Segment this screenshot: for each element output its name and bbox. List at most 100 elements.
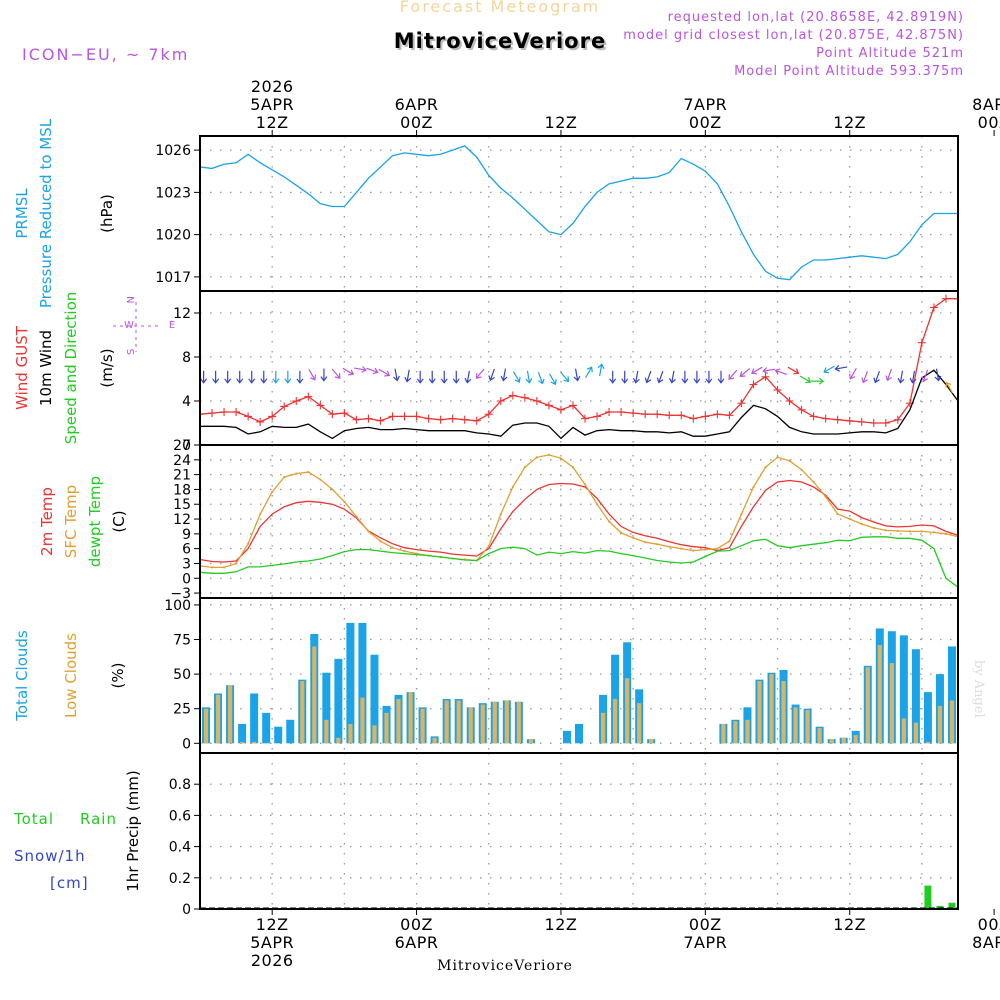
wind-ytick-label: 12 — [173, 306, 191, 322]
gust-marker — [280, 402, 289, 411]
gust-marker — [713, 410, 722, 419]
temp-ytick-label: −3 — [170, 586, 191, 602]
footer-station: MitroviceVeriore — [437, 958, 573, 974]
gust-marker — [749, 380, 758, 389]
sfc-temp-marker — [620, 531, 623, 534]
wind-arrow-head — [751, 368, 757, 375]
top-time-label: 12Z — [833, 113, 866, 132]
wind-arrow-head — [310, 374, 317, 381]
gust-marker — [917, 338, 926, 347]
wind-arrow-shaft — [560, 371, 569, 382]
wind-arrow — [260, 370, 268, 384]
clouds-bar-low-clouds — [456, 700, 461, 744]
wind-arrow-head — [200, 378, 208, 384]
pressure-axis-label: (hPa) — [98, 194, 116, 233]
clouds-bar-low-clouds — [805, 710, 810, 744]
clouds-bar-total-clouds — [947, 646, 956, 744]
wind-arrow-head — [563, 376, 570, 383]
wind-arrow — [728, 369, 738, 380]
wind-arrow-head — [693, 378, 701, 384]
sfc-temp-marker — [788, 459, 791, 462]
wind-arrow-shaft — [775, 369, 787, 376]
wind-arrow-head — [818, 377, 825, 385]
sfc-temp-marker — [523, 466, 526, 469]
gust-marker — [833, 415, 842, 424]
gust-marker — [412, 412, 421, 421]
wind-arrow-head — [212, 378, 220, 384]
model-altitude: Model Point Altitude 593.375m — [734, 64, 964, 79]
sfc-temp-marker — [259, 512, 262, 516]
gust-marker — [893, 415, 902, 424]
wind-arrow-shaft — [763, 368, 776, 372]
wind-arrow-head — [500, 375, 508, 382]
clouds-bar-low-clouds — [336, 737, 341, 744]
wind-arrow — [525, 370, 533, 384]
temp-grid — [200, 444, 958, 598]
clouds-bar-low-clouds — [817, 728, 822, 744]
sfc-temp-marker — [535, 456, 538, 459]
wind-arrow-head — [668, 377, 676, 384]
wind-arrow — [717, 370, 725, 384]
temp-ytick-label: 18 — [173, 482, 191, 498]
sfc-temp-marker — [800, 468, 803, 471]
precip-bar-total — [924, 885, 932, 909]
sfc-temp-marker — [583, 483, 587, 486]
wind-arrow-shaft — [599, 364, 603, 377]
precip-legend-snow-1h: Snow/1h — [14, 847, 86, 865]
pressure-ytick-label: 1020 — [155, 228, 191, 244]
clouds-bar-total-clouds — [899, 635, 908, 744]
wind-arrow-shaft — [394, 368, 398, 381]
temp-ytick-label: 0 — [182, 571, 191, 587]
clouds-bar-low-clouds — [649, 739, 654, 744]
wind-arrow-head — [284, 378, 292, 384]
temp-ytick-label: 9 — [182, 527, 191, 543]
sfc-temp-marker — [656, 543, 659, 546]
wind-arrow — [861, 370, 868, 384]
gust-marker — [785, 397, 794, 405]
clouds-bar-low-clouds — [913, 722, 918, 744]
wind-arrow-head — [885, 375, 892, 382]
wind-arrow-head — [236, 378, 244, 384]
sfc-temp-marker — [307, 471, 310, 474]
sfc-temp-marker — [680, 547, 683, 550]
sfc-temp-marker — [511, 485, 514, 489]
clouds-bar-low-clouds — [348, 723, 353, 744]
clouds-bar-low-clouds — [384, 712, 389, 744]
gust-marker — [641, 410, 650, 419]
wind-axis-label: 10m Wind — [37, 330, 55, 406]
gust-marker — [701, 412, 710, 421]
wind-arrow — [331, 368, 341, 379]
sfc-temp-marker — [824, 495, 827, 498]
wind-arrow — [236, 370, 244, 384]
wind-arrow-head — [525, 377, 533, 384]
bottom-time-label: 12Z — [833, 915, 866, 934]
gust-marker — [737, 399, 746, 408]
sfc-temp-marker — [487, 545, 490, 548]
bottom-time-label: 8APR — [972, 933, 1000, 952]
wind-arrow-head — [681, 378, 689, 384]
wind-arrow — [585, 366, 593, 378]
clouds-bar-low-clouds — [757, 681, 762, 744]
clouds-bar-total-clouds — [238, 723, 247, 744]
wind-arrow-shaft — [489, 368, 495, 381]
wind-arrow — [909, 370, 917, 384]
clouds-bar-low-clouds — [769, 674, 774, 744]
clouds-bar-low-clouds — [853, 735, 858, 744]
precip-legend--cm-: [cm] — [50, 874, 89, 892]
gust-marker — [364, 414, 373, 423]
precip-legend-total: Total — [13, 810, 54, 828]
wind-arrow-shaft — [466, 370, 470, 383]
requested-coords: requested lon,lat (20.8658E, 42.8919N) — [667, 10, 964, 25]
temp-series-sfc-temp — [200, 454, 958, 569]
clouds-bar-low-clouds — [300, 681, 305, 744]
clouds-bar-low-clouds — [793, 707, 798, 744]
wind-arrow-head — [934, 375, 942, 382]
gust-marker — [725, 411, 734, 420]
gust-marker — [256, 417, 265, 426]
wind-arrow-shaft — [787, 366, 799, 374]
wind-arrow — [656, 370, 664, 384]
clouds-bar-low-clouds — [420, 708, 425, 744]
wind-arrow-head — [348, 369, 355, 376]
wind-arrow — [873, 370, 881, 384]
clouds-bar-low-clouds — [625, 678, 630, 744]
